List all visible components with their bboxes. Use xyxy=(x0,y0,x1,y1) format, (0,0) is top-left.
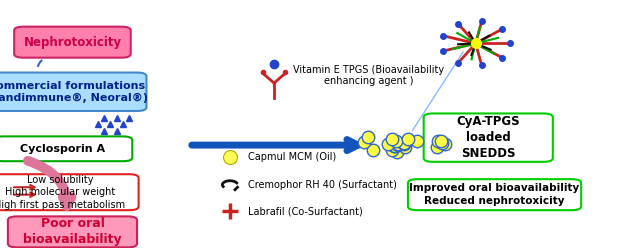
FancyBboxPatch shape xyxy=(14,27,131,58)
Text: Labrafil (Co-Surfactant): Labrafil (Co-Surfactant) xyxy=(248,206,362,216)
Text: CyA-TPGS
loaded
SNEDDS: CyA-TPGS loaded SNEDDS xyxy=(457,115,520,160)
FancyBboxPatch shape xyxy=(0,136,132,161)
FancyBboxPatch shape xyxy=(0,174,139,210)
Text: Poor oral
bioavailability: Poor oral bioavailability xyxy=(23,217,122,246)
Text: Commercial formulations
(Sandimmune®, Neoral®): Commercial formulations (Sandimmune®, Ne… xyxy=(0,81,147,103)
Text: Improved oral bioavailability
Reduced nephrotoxicity: Improved oral bioavailability Reduced ne… xyxy=(410,184,580,206)
Text: Vitamin E TPGS (Bioavailability
enhancing agent ): Vitamin E TPGS (Bioavailability enhancin… xyxy=(293,65,444,87)
Text: Low solubility
High molecular weight
High first pass metabolism: Low solubility High molecular weight Hig… xyxy=(0,175,125,210)
FancyBboxPatch shape xyxy=(423,114,553,162)
FancyBboxPatch shape xyxy=(8,216,137,248)
Text: Capmul MCM (Oil): Capmul MCM (Oil) xyxy=(248,153,336,162)
FancyBboxPatch shape xyxy=(408,179,581,210)
Text: Cremophor RH 40 (Surfactant): Cremophor RH 40 (Surfactant) xyxy=(248,180,396,190)
FancyBboxPatch shape xyxy=(0,72,146,111)
Text: Cyclosporin A: Cyclosporin A xyxy=(20,144,106,154)
Text: Nephrotoxicity: Nephrotoxicity xyxy=(23,36,122,49)
